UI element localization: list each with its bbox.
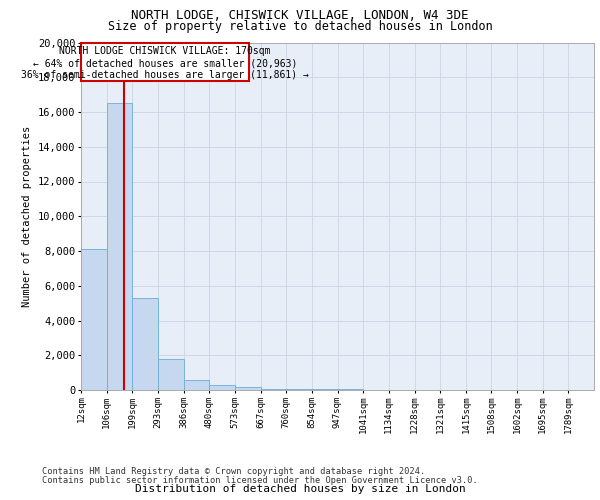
Bar — [260, 388, 286, 390]
Text: ← 64% of detached houses are smaller (20,963): ← 64% of detached houses are smaller (20… — [33, 58, 297, 68]
Bar — [209, 385, 235, 390]
Y-axis label: Number of detached properties: Number of detached properties — [22, 126, 32, 307]
Bar — [158, 358, 184, 390]
Text: 36% of semi-detached houses are larger (11,861) →: 36% of semi-detached houses are larger (… — [21, 70, 309, 80]
Text: Distribution of detached houses by size in London: Distribution of detached houses by size … — [134, 484, 466, 494]
Bar — [235, 388, 260, 390]
Bar — [81, 250, 107, 390]
Text: Size of property relative to detached houses in London: Size of property relative to detached ho… — [107, 20, 493, 33]
Bar — [286, 389, 312, 390]
Bar — [184, 380, 209, 390]
Bar — [133, 298, 158, 390]
Text: Contains HM Land Registry data © Crown copyright and database right 2024.: Contains HM Land Registry data © Crown c… — [42, 467, 425, 476]
Bar — [107, 104, 133, 390]
Text: NORTH LODGE, CHISWICK VILLAGE, LONDON, W4 3DE: NORTH LODGE, CHISWICK VILLAGE, LONDON, W… — [131, 9, 469, 22]
Text: Contains public sector information licensed under the Open Government Licence v3: Contains public sector information licen… — [42, 476, 478, 485]
Text: NORTH LODGE CHISWICK VILLAGE: 170sqm: NORTH LODGE CHISWICK VILLAGE: 170sqm — [59, 46, 271, 56]
